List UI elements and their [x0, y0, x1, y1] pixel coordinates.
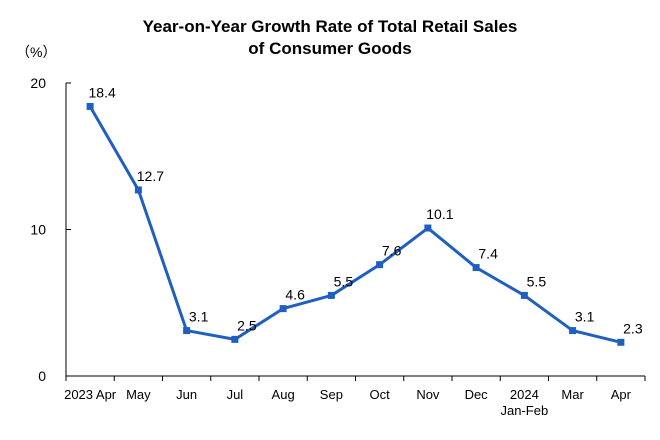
data-point-marker	[279, 305, 287, 313]
data-label: 10.1	[426, 206, 453, 222]
data-label: 12.7	[137, 168, 164, 184]
chart-title-line-1: Year-on-Year Growth Rate of Total Retail…	[142, 17, 518, 36]
data-point-marker	[424, 224, 432, 232]
data-point-marker	[134, 186, 142, 194]
x-tick-label: 2024	[510, 387, 539, 402]
data-point-marker	[231, 335, 239, 343]
x-tick-label: Aug	[272, 387, 295, 402]
series-line	[88, 105, 622, 344]
data-point-marker	[376, 261, 384, 269]
axes: 0 10 20 2023 Apr May Jun Jul Aug Sep Oct Nov Dec 202…	[30, 75, 646, 418]
data-point-marker	[86, 102, 94, 110]
series-line-group	[86, 102, 625, 346]
data-label: 2.3	[623, 320, 643, 336]
data-point-marker	[183, 327, 191, 335]
x-tick-label: Sep	[320, 387, 343, 402]
x-tick-label: Dec	[465, 387, 489, 402]
x-tick-label: Apr	[611, 387, 632, 402]
data-label: 3.1	[189, 309, 209, 325]
data-point-marker	[617, 338, 625, 346]
y-axis-unit-label: （%）	[16, 44, 57, 60]
x-tick-label: Jun	[176, 387, 197, 402]
x-tick-label: Oct	[370, 387, 391, 402]
data-labels-group: 18.4 12.7 3.1 2.5 4.6 5.5 7.6 10.1 7.4 5.5 3.1 2.3	[89, 84, 643, 336]
x-tick-label: Jan-Feb	[501, 403, 549, 418]
data-label: 4.6	[285, 287, 305, 303]
y-tick-label: 20	[30, 75, 46, 91]
data-point-marker	[520, 291, 528, 299]
data-label: 5.5	[527, 273, 547, 289]
data-label: 5.5	[334, 273, 354, 289]
data-label: 18.4	[89, 84, 116, 100]
x-tick-label: 2023 Apr	[64, 387, 117, 402]
y-tick-label: 10	[30, 222, 46, 238]
data-point-marker	[472, 264, 480, 272]
y-tick-label: 0	[38, 368, 46, 384]
x-tick-label: Jul	[227, 387, 244, 402]
x-tick-label: Mar	[561, 387, 584, 402]
data-point-marker	[327, 291, 335, 299]
data-label: 3.1	[575, 309, 595, 325]
chart-title: Year-on-Year Growth Rate of Total Retail…	[0, 16, 660, 60]
data-label: 7.4	[478, 246, 498, 262]
chart-title-line-2: of Consumer Goods	[248, 39, 412, 58]
x-tick-label: May	[126, 387, 151, 402]
data-label: 2.5	[237, 317, 257, 333]
data-label: 7.6	[382, 243, 402, 259]
x-tick-label: Nov	[416, 387, 440, 402]
data-point-marker	[569, 327, 577, 335]
